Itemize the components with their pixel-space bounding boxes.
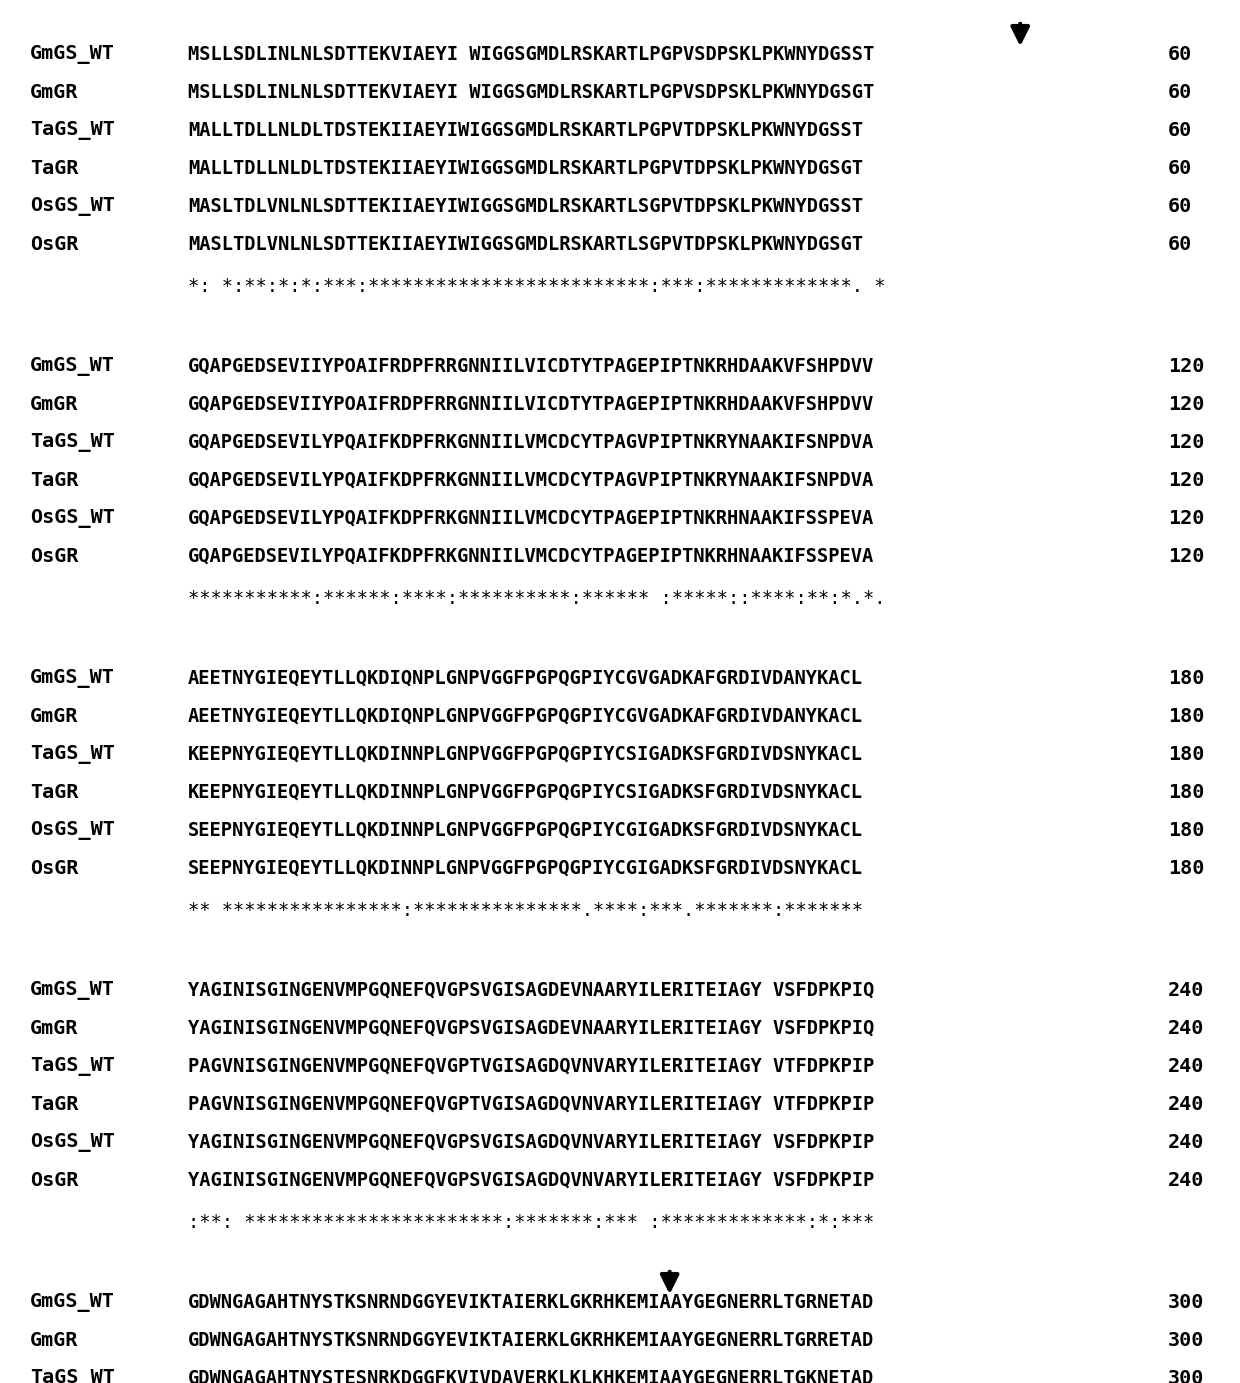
- Text: 240: 240: [1168, 1018, 1204, 1037]
- Text: PAGVNISGINGENVMPGQNEFQVGPTVGISAGDQVNVARYILERITEIAGY VTFDPKPIP: PAGVNISGINGENVMPGQNEFQVGPTVGISAGDQVNVARY…: [188, 1057, 874, 1076]
- Text: GmGS_WT: GmGS_WT: [30, 357, 115, 376]
- Text: GmGR: GmGR: [30, 1330, 78, 1350]
- Text: TaGS_WT: TaGS_WT: [30, 433, 115, 451]
- Text: TaGS_WT: TaGS_WT: [30, 1369, 115, 1383]
- Text: KEEPNYGIEQEYTLLQKDINNPLGNPVGGFPGPQGPIYCSIGADKSFGRDIVDSNYKACL: KEEPNYGIEQEYTLLQKDINNPLGNPVGGFPGPQGPIYCS…: [188, 783, 863, 802]
- Text: TaGS_WT: TaGS_WT: [30, 744, 115, 763]
- Text: 120: 120: [1168, 509, 1204, 527]
- Text: OsGR: OsGR: [30, 1170, 78, 1189]
- Text: OsGR: OsGR: [30, 546, 78, 566]
- Text: MSLLSDLINLNLSDTTEKVIAEYI WIGGSGMDLRSKARTLPGPVSDPSKLPKWNYDGSGT: MSLLSDLINLNLSDTTEKVIAEYI WIGGSGMDLRSKART…: [188, 83, 874, 101]
- Text: 240: 240: [1168, 1133, 1204, 1152]
- Text: ***********:******:****:**********:****** :*****::****:**:*.*.: ***********:******:****:**********:*****…: [188, 589, 885, 607]
- Text: AEETNYGIEQEYTLLQKDIQNPLGNPVGGFPGPQGPIYCGVGADKAFGRDIVDANYKACL: AEETNYGIEQEYTLLQKDIQNPLGNPVGGFPGPQGPIYCG…: [188, 668, 863, 687]
- Text: 60: 60: [1168, 120, 1192, 140]
- Text: GQAPGEDSEVILYPQAIFKDPFRKGNNIILVMCDCYTPAGEPIPTNKRHNAAKIFSSPEVA: GQAPGEDSEVILYPQAIFKDPFRKGNNIILVMCDCYTPAG…: [188, 509, 874, 527]
- Text: GmGS_WT: GmGS_WT: [30, 981, 115, 1000]
- Text: 240: 240: [1168, 981, 1204, 1000]
- Text: TaGR: TaGR: [30, 470, 78, 490]
- Text: GmGS_WT: GmGS_WT: [30, 44, 115, 64]
- Text: GQAPGEDSEVIIYPOAIFRDPFRRGNNIILVICDTYTPAGEPIPTNKRHDAAKVFSHPDVV: GQAPGEDSEVIIYPOAIFRDPFRRGNNIILVICDTYTPAG…: [188, 357, 874, 376]
- Text: OsGS_WT: OsGS_WT: [30, 509, 115, 527]
- Text: 180: 180: [1168, 744, 1204, 763]
- Text: GmGR: GmGR: [30, 707, 78, 726]
- Text: GmGS_WT: GmGS_WT: [30, 1293, 115, 1311]
- Text: 180: 180: [1168, 859, 1204, 877]
- Text: 60: 60: [1168, 83, 1192, 101]
- Text: YAGINISGINGENVMPGQNEFQVGPSVGISAGDEVNAARYILERITEIAGY VSFDPKPIQ: YAGINISGINGENVMPGQNEFQVGPSVGISAGDEVNAARY…: [188, 981, 874, 1000]
- Text: :**: ***********************:*******:*** :*************:*:***: :**: ***********************:*******:***…: [188, 1213, 874, 1231]
- Text: YAGINISGINGENVMPGQNEFQVGPSVGISAGDQVNVARYILERITEIAGY VSFDPKPIP: YAGINISGINGENVMPGQNEFQVGPSVGISAGDQVNVARY…: [188, 1133, 874, 1152]
- Text: 240: 240: [1168, 1057, 1204, 1076]
- Text: GmGR: GmGR: [30, 394, 78, 414]
- Text: OsGS_WT: OsGS_WT: [30, 1133, 115, 1152]
- Text: OsGR: OsGR: [30, 859, 78, 877]
- Text: 120: 120: [1168, 546, 1204, 566]
- Text: OsGS_WT: OsGS_WT: [30, 820, 115, 839]
- Text: SEEPNYGIEQEYTLLQKDINNPLGNPVGGFPGPQGPIYCGIGADKSFGRDIVDSNYKACL: SEEPNYGIEQEYTLLQKDINNPLGNPVGGFPGPQGPIYCG…: [188, 820, 863, 839]
- Text: 60: 60: [1168, 159, 1192, 177]
- Text: MALLTDLLNLDLTDSTEKIIAEYIWIGGSGMDLRSKARTLPGPVTDPSKLPKWNYDGSGT: MALLTDLLNLDLTDSTEKIIAEYIWIGGSGMDLRSKARTL…: [188, 159, 863, 177]
- Text: MASLTDLVNLNLSDTTEKIIAEYIWIGGSGMDLRSKARTLSGPVTDPSKLPKWNYDGSST: MASLTDLVNLNLSDTTEKIIAEYIWIGGSGMDLRSKARTL…: [188, 196, 863, 216]
- Text: GQAPGEDSEVILYPQAIFKDPFRKGNNIILVMCDCYTPAGVPIPTNKRYNAAKIFSNPDVA: GQAPGEDSEVILYPQAIFKDPFRKGNNIILVMCDCYTPAG…: [188, 470, 874, 490]
- Text: *: *:**:*:*:***:*************************:***:*************. *: *: *:**:*:*:***:************************…: [188, 277, 885, 296]
- Text: MALLTDLLNLDLTDSTEKIIAEYIWIGGSGMDLRSKARTLPGPVTDPSKLPKWNYDGSST: MALLTDLLNLDLTDSTEKIIAEYIWIGGSGMDLRSKARTL…: [188, 120, 863, 140]
- Text: 120: 120: [1168, 433, 1204, 451]
- Text: TaGR: TaGR: [30, 159, 78, 177]
- Text: 240: 240: [1168, 1094, 1204, 1113]
- Text: 60: 60: [1168, 235, 1192, 253]
- Text: MASLTDLVNLNLSDTTEKIIAEYIWIGGSGMDLRSKARTLSGPVTDPSKLPKWNYDGSGT: MASLTDLVNLNLSDTTEKIIAEYIWIGGSGMDLRSKARTL…: [188, 235, 863, 253]
- Text: TaGR: TaGR: [30, 783, 78, 802]
- Text: 180: 180: [1168, 820, 1204, 839]
- Text: AEETNYGIEQEYTLLQKDIQNPLGNPVGGFPGPQGPIYCGVGADKAFGRDIVDANYKACL: AEETNYGIEQEYTLLQKDIQNPLGNPVGGFPGPQGPIYCG…: [188, 707, 863, 726]
- Text: MSLLSDLINLNLSDTTEKVIAEYI WIGGSGMDLRSKARTLPGPVSDPSKLPKWNYDGSST: MSLLSDLINLNLSDTTEKVIAEYI WIGGSGMDLRSKART…: [188, 44, 874, 64]
- Text: GmGR: GmGR: [30, 83, 78, 101]
- Text: 180: 180: [1168, 783, 1204, 802]
- Text: 180: 180: [1168, 707, 1204, 726]
- Text: GQAPGEDSEVILYPQAIFKDPFRKGNNIILVMCDCYTPAGEPIPTNKRHNAAKIFSSPEVA: GQAPGEDSEVILYPQAIFKDPFRKGNNIILVMCDCYTPAG…: [188, 546, 874, 566]
- Text: TaGR: TaGR: [30, 1094, 78, 1113]
- Text: 120: 120: [1168, 470, 1204, 490]
- Text: TaGS_WT: TaGS_WT: [30, 1057, 115, 1076]
- Text: KEEPNYGIEQEYTLLQKDINNPLGNPVGGFPGPQGPIYCSIGADKSFGRDIVDSNYKACL: KEEPNYGIEQEYTLLQKDINNPLGNPVGGFPGPQGPIYCS…: [188, 744, 863, 763]
- Text: YAGINISGINGENVMPGQNEFQVGPSVGISAGDQVNVARYILERITEIAGY VSFDPKPIP: YAGINISGINGENVMPGQNEFQVGPSVGISAGDQVNVARY…: [188, 1170, 874, 1189]
- Text: 120: 120: [1168, 357, 1204, 376]
- Text: 120: 120: [1168, 394, 1204, 414]
- Text: 300: 300: [1168, 1293, 1204, 1311]
- Text: ** ****************:***************.****:***.*******:*******: ** ****************:***************.****…: [188, 900, 863, 920]
- Text: OsGR: OsGR: [30, 235, 78, 253]
- Text: 240: 240: [1168, 1170, 1204, 1189]
- Text: GDWNGAGAHTNYSTESNRKDGGFKVIVDAVERKLKLKHKEMIAAYGEGNERRLTGKNETAD: GDWNGAGAHTNYSTESNRKDGGFKVIVDAVERKLKLKHKE…: [188, 1369, 874, 1383]
- Text: 300: 300: [1168, 1330, 1204, 1350]
- Text: YAGINISGINGENVMPGQNEFQVGPSVGISAGDEVNAARYILERITEIAGY VSFDPKPIQ: YAGINISGINGENVMPGQNEFQVGPSVGISAGDEVNAARY…: [188, 1018, 874, 1037]
- Text: GDWNGAGAHTNYSTKSNRNDGGYEVIKTAIERKLGKRHKEMIAAYGEGNERRLTGRNETAD: GDWNGAGAHTNYSTKSNRNDGGYEVIKTAIERKLGKRHKE…: [188, 1293, 874, 1311]
- Text: 180: 180: [1168, 668, 1204, 687]
- Text: SEEPNYGIEQEYTLLQKDINNPLGNPVGGFPGPQGPIYCGIGADKSFGRDIVDSNYKACL: SEEPNYGIEQEYTLLQKDINNPLGNPVGGFPGPQGPIYCG…: [188, 859, 863, 877]
- Text: 60: 60: [1168, 196, 1192, 216]
- Text: PAGVNISGINGENVMPGQNEFQVGPTVGISAGDQVNVARYILERITEIAGY VTFDPKPIP: PAGVNISGINGENVMPGQNEFQVGPTVGISAGDQVNVARY…: [188, 1094, 874, 1113]
- Text: GQAPGEDSEVIIYPOAIFRDPFRRGNNIILVICDTYTPAGEPIPTNKRHDAAKVFSHPDVV: GQAPGEDSEVIIYPOAIFRDPFRRGNNIILVICDTYTPAG…: [188, 394, 874, 414]
- Text: GQAPGEDSEVILYPQAIFKDPFRKGNNIILVMCDCYTPAGVPIPTNKRYNAAKIFSNPDVA: GQAPGEDSEVILYPQAIFKDPFRKGNNIILVMCDCYTPAG…: [188, 433, 874, 451]
- Text: GDWNGAGAHTNYSTKSNRNDGGYEVIKTAIERKLGKRHKEMIAAYGEGNERRLTGRRETAD: GDWNGAGAHTNYSTKSNRNDGGYEVIKTAIERKLGKRHKE…: [188, 1330, 874, 1350]
- Text: 60: 60: [1168, 44, 1192, 64]
- Text: GmGS_WT: GmGS_WT: [30, 668, 115, 687]
- Text: 300: 300: [1168, 1369, 1204, 1383]
- Text: GmGR: GmGR: [30, 1018, 78, 1037]
- Text: OsGS_WT: OsGS_WT: [30, 196, 115, 216]
- Text: TaGS_WT: TaGS_WT: [30, 120, 115, 140]
